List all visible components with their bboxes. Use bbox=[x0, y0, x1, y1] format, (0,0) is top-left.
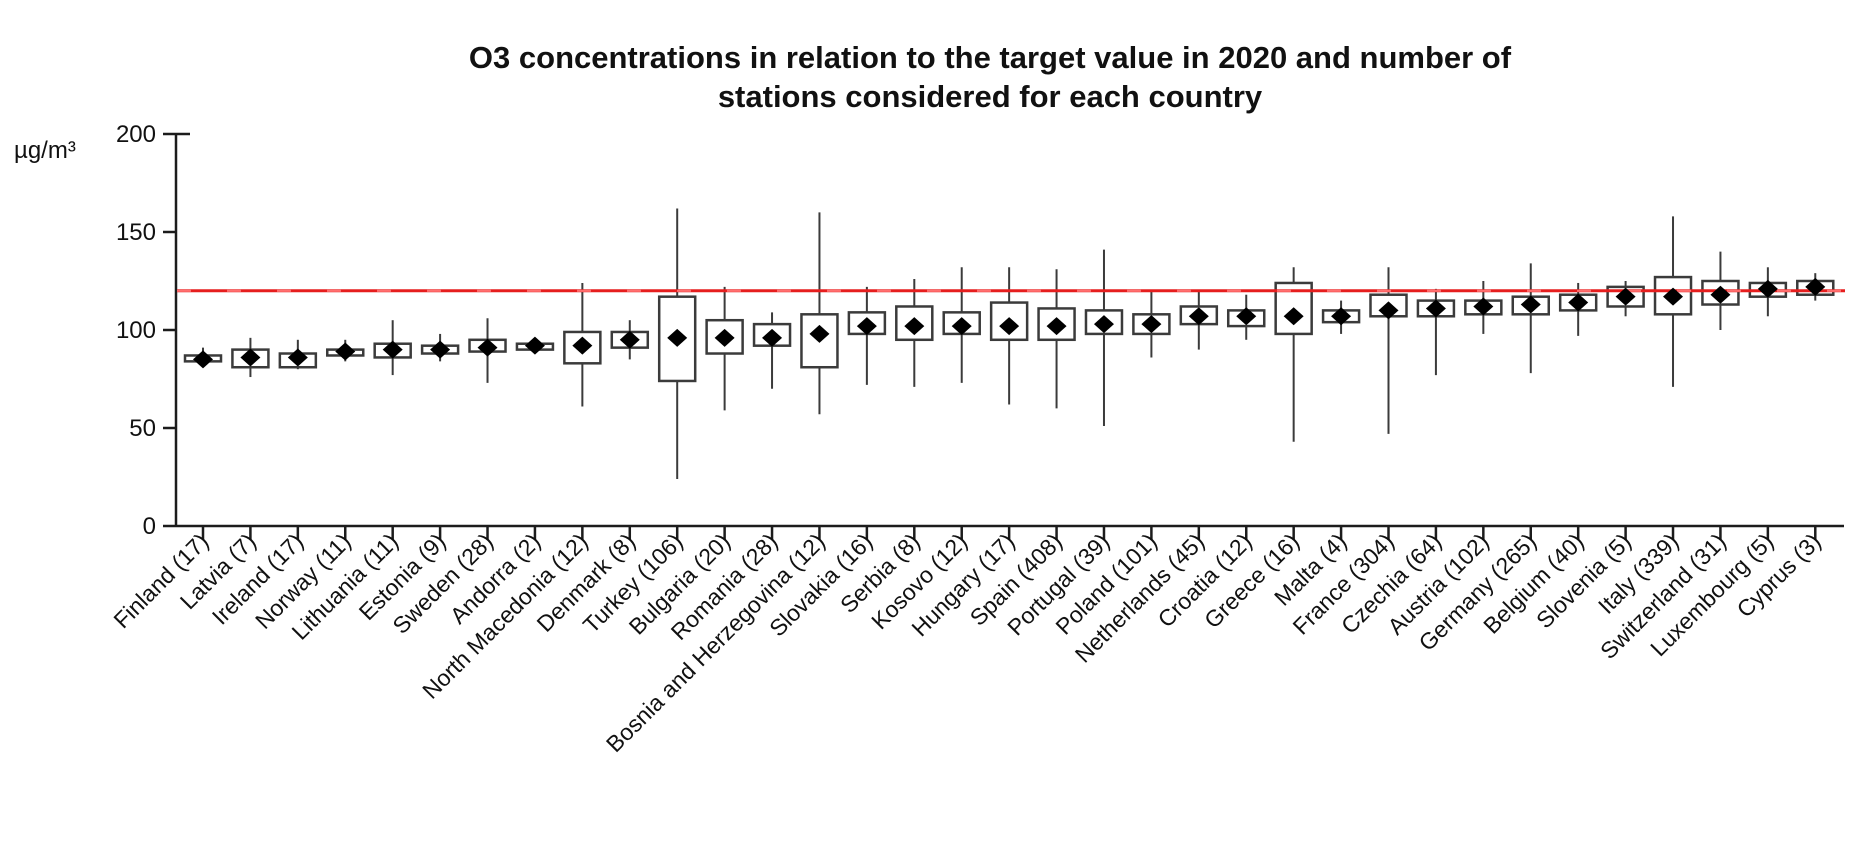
box-Bulgaria bbox=[705, 318, 744, 355]
mean-marker-Finland bbox=[193, 350, 213, 369]
mean-marker-Poland bbox=[1141, 315, 1162, 334]
box-Turkey bbox=[657, 295, 697, 383]
mean-marker-North Macedonia bbox=[572, 336, 593, 355]
mean-marker-Norway bbox=[335, 342, 356, 361]
mean-marker-Greece bbox=[1283, 307, 1304, 326]
y-tick-label-100: 100 bbox=[116, 317, 156, 344]
mean-marker-Spain bbox=[1046, 317, 1067, 336]
mean-marker-Kosovo bbox=[951, 317, 972, 336]
mean-marker-Romania bbox=[762, 328, 783, 347]
whiskers-layer bbox=[202, 208, 1817, 479]
mean-marker-Turkey bbox=[667, 328, 688, 347]
mean-marker-Luxembourg bbox=[1757, 279, 1778, 298]
mean-marker-Denmark bbox=[619, 330, 640, 349]
box-Italy bbox=[1653, 275, 1693, 316]
mean-marker-Belgium bbox=[1568, 293, 1589, 312]
x-axis-labels: Finland (17)Latvia (7)Ireland (17)Norway… bbox=[108, 528, 1825, 757]
mean-marker-Hungary bbox=[999, 317, 1020, 336]
chart-title-line2: stations considered for each country bbox=[718, 79, 1263, 114]
y-tick-label-0: 0 bbox=[143, 513, 156, 540]
mean-marker-Czechia bbox=[1425, 299, 1446, 318]
mean-marker-Slovenia bbox=[1615, 287, 1636, 306]
mean-marker-Italy bbox=[1663, 287, 1684, 306]
mean-marker-Estonia bbox=[430, 340, 451, 359]
y-axis-unit-label: µg/m³ bbox=[14, 137, 76, 164]
mean-marker-Ireland bbox=[287, 348, 308, 367]
y-tick-label-200: 200 bbox=[116, 121, 156, 148]
y-tick-label-50: 50 bbox=[129, 415, 156, 442]
mean-marker-Slovakia bbox=[856, 317, 877, 336]
mean-marker-Netherlands bbox=[1188, 307, 1209, 326]
y-tick-label-150: 150 bbox=[116, 219, 156, 246]
chart-title-line1: O3 concentrations in relation to the tar… bbox=[469, 40, 1512, 75]
mean-markers-layer bbox=[193, 277, 1826, 369]
mean-marker-Portugal bbox=[1093, 315, 1114, 334]
mean-marker-Andorra bbox=[524, 336, 545, 355]
mean-marker-Malta bbox=[1331, 307, 1352, 326]
mean-marker-Austria bbox=[1473, 297, 1494, 316]
mean-marker-Latvia bbox=[240, 348, 261, 367]
mean-marker-Croatia bbox=[1236, 307, 1257, 326]
mean-marker-Lithuania bbox=[382, 340, 403, 359]
mean-marker-Bosnia and Herzegovina bbox=[809, 324, 830, 343]
mean-marker-Switzerland bbox=[1710, 285, 1731, 304]
mean-marker-Bulgaria bbox=[714, 328, 735, 347]
axes: 0 50 100 150 200 bbox=[116, 121, 1844, 540]
mean-marker-Cyprus bbox=[1805, 277, 1826, 296]
mean-marker-France bbox=[1378, 301, 1399, 320]
mean-marker-Sweden bbox=[477, 338, 498, 357]
mean-marker-Germany bbox=[1520, 295, 1541, 314]
mean-marker-Serbia bbox=[904, 317, 925, 336]
